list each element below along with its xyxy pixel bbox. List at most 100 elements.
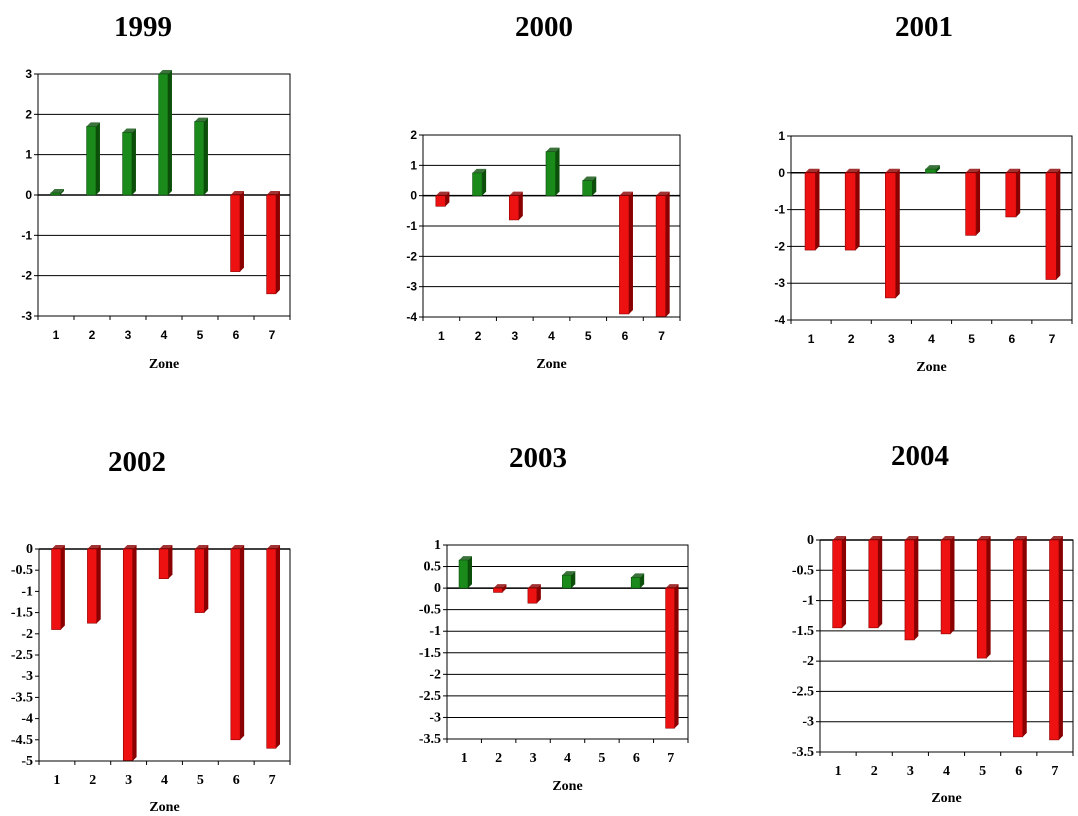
bar-front [1013,539,1024,738]
bar-top [1045,168,1061,173]
y-tick-label: -1.5 [419,646,441,661]
y-tick-label: 0 [25,188,32,202]
bar-zone-2 [86,122,100,196]
bar-zone-7 [266,545,281,749]
y-tick-label: 0 [26,542,33,557]
chart-title: 2003 [509,442,567,474]
bar-front [51,548,62,630]
y-tick-label: 1 [434,538,441,553]
x-tick-label: 3 [125,328,132,342]
bar-front [965,172,977,236]
bar-front [562,574,572,589]
chart-2000: 2000 2 1 0 -1 -2 -3 -4 1 2 3 4 5 6 7 Zone [406,11,681,372]
bar-side [1056,168,1061,280]
x-tick-label: 1 [835,764,842,779]
x-tick-label: 7 [1049,332,1056,346]
bar-zone-5 [965,168,981,236]
bar-front [976,539,987,659]
bar-side [132,545,137,761]
bar-top [86,122,100,127]
y-tick-label: -1 [429,624,441,639]
bar-side [168,545,173,579]
bar-zone-7 [665,584,679,729]
bar-front [1045,172,1057,280]
bar-top [158,70,172,74]
bar-zone-4 [940,536,955,635]
x-tick-label: 2 [495,751,502,766]
chart-title: 2002 [108,446,166,478]
x-tick-label: 1 [53,773,60,788]
bar-side [640,573,645,589]
bar-top [1049,536,1063,540]
y-tick-label: -1.5 [792,624,814,639]
bar-front [230,548,241,741]
bar-zone-4 [158,545,173,579]
bar-zone-3 [122,128,136,196]
bar-front [630,577,641,589]
bar-top [582,176,597,181]
x-tick-label: 5 [968,332,975,346]
bar-side [950,536,955,634]
bar-top [619,191,633,196]
y-tick-label: -3 [802,715,814,730]
bar-side [518,191,523,220]
bar-side [935,165,940,173]
chart-title: 1999 [114,11,172,43]
bar-front [50,192,61,196]
y-tick-label: -3 [21,309,32,323]
x-tick-label: 6 [233,773,240,788]
bar-front [527,587,538,604]
x-tick-label: 3 [888,332,895,346]
y-tick-label: -2 [21,627,33,642]
bar-side [592,176,597,196]
bar-side [204,545,209,613]
y-tick-label: 1 [410,158,417,172]
bar-front [868,539,879,629]
bar-side [914,536,919,640]
bar-zone-1 [458,556,473,589]
y-tick-label: 1 [778,129,785,143]
bar-zone-6 [619,191,633,315]
chart-2001: 2001 1 0 -1 -2 -3 -4 1 2 3 4 5 6 7 Zone [774,11,1073,375]
y-tick-label: 3 [25,67,32,81]
bar-zone-5 [194,545,209,613]
bar-front [904,539,915,641]
chart-1999: 1999 3 2 1 0 -1 -2 -3 1 2 3 4 5 6 7 Zone [21,11,291,372]
plot-area [790,135,1073,321]
x-tick-label: 3 [125,773,132,788]
bar-front [804,172,816,251]
bar-front [266,194,277,295]
bar-zone-6 [630,573,645,589]
x-tick-label: 2 [475,329,482,343]
bar-side [855,168,860,251]
x-tick-label: 5 [197,328,204,342]
bar-top [230,191,244,195]
bar-zone-3 [508,191,523,221]
bar-top [266,545,281,549]
x-tick-label: 6 [622,329,629,343]
x-axis-title: Zone [149,800,179,815]
chart-2004: 2004 0 -0.5 -1 -1.5 -2 -2.5 -3 -3.5 1 2 3 4 5 6 7 Zone [792,440,1074,806]
x-tick-label: 4 [161,773,168,788]
x-tick-label: 3 [511,329,518,343]
bar-zone-6 [230,545,245,741]
y-tick-label: -3.5 [419,732,441,747]
bar-top [832,536,847,540]
y-tick-label: 0 [410,189,417,203]
bar-front [194,121,205,196]
bar-zone-5 [976,536,991,659]
bar-zone-7 [1045,168,1061,280]
bar-front [665,587,675,729]
y-tick-label: -0.5 [11,563,33,578]
bar-top [194,545,209,549]
bar-top [50,188,64,193]
bar-top [925,165,940,170]
bar-front [925,168,937,174]
bar-side [203,117,208,195]
x-tick-label: 5 [979,764,986,779]
bar-zone-2 [868,536,883,629]
bar-top [562,571,576,576]
bar-zone-1 [804,168,820,251]
bar-side [665,191,670,317]
